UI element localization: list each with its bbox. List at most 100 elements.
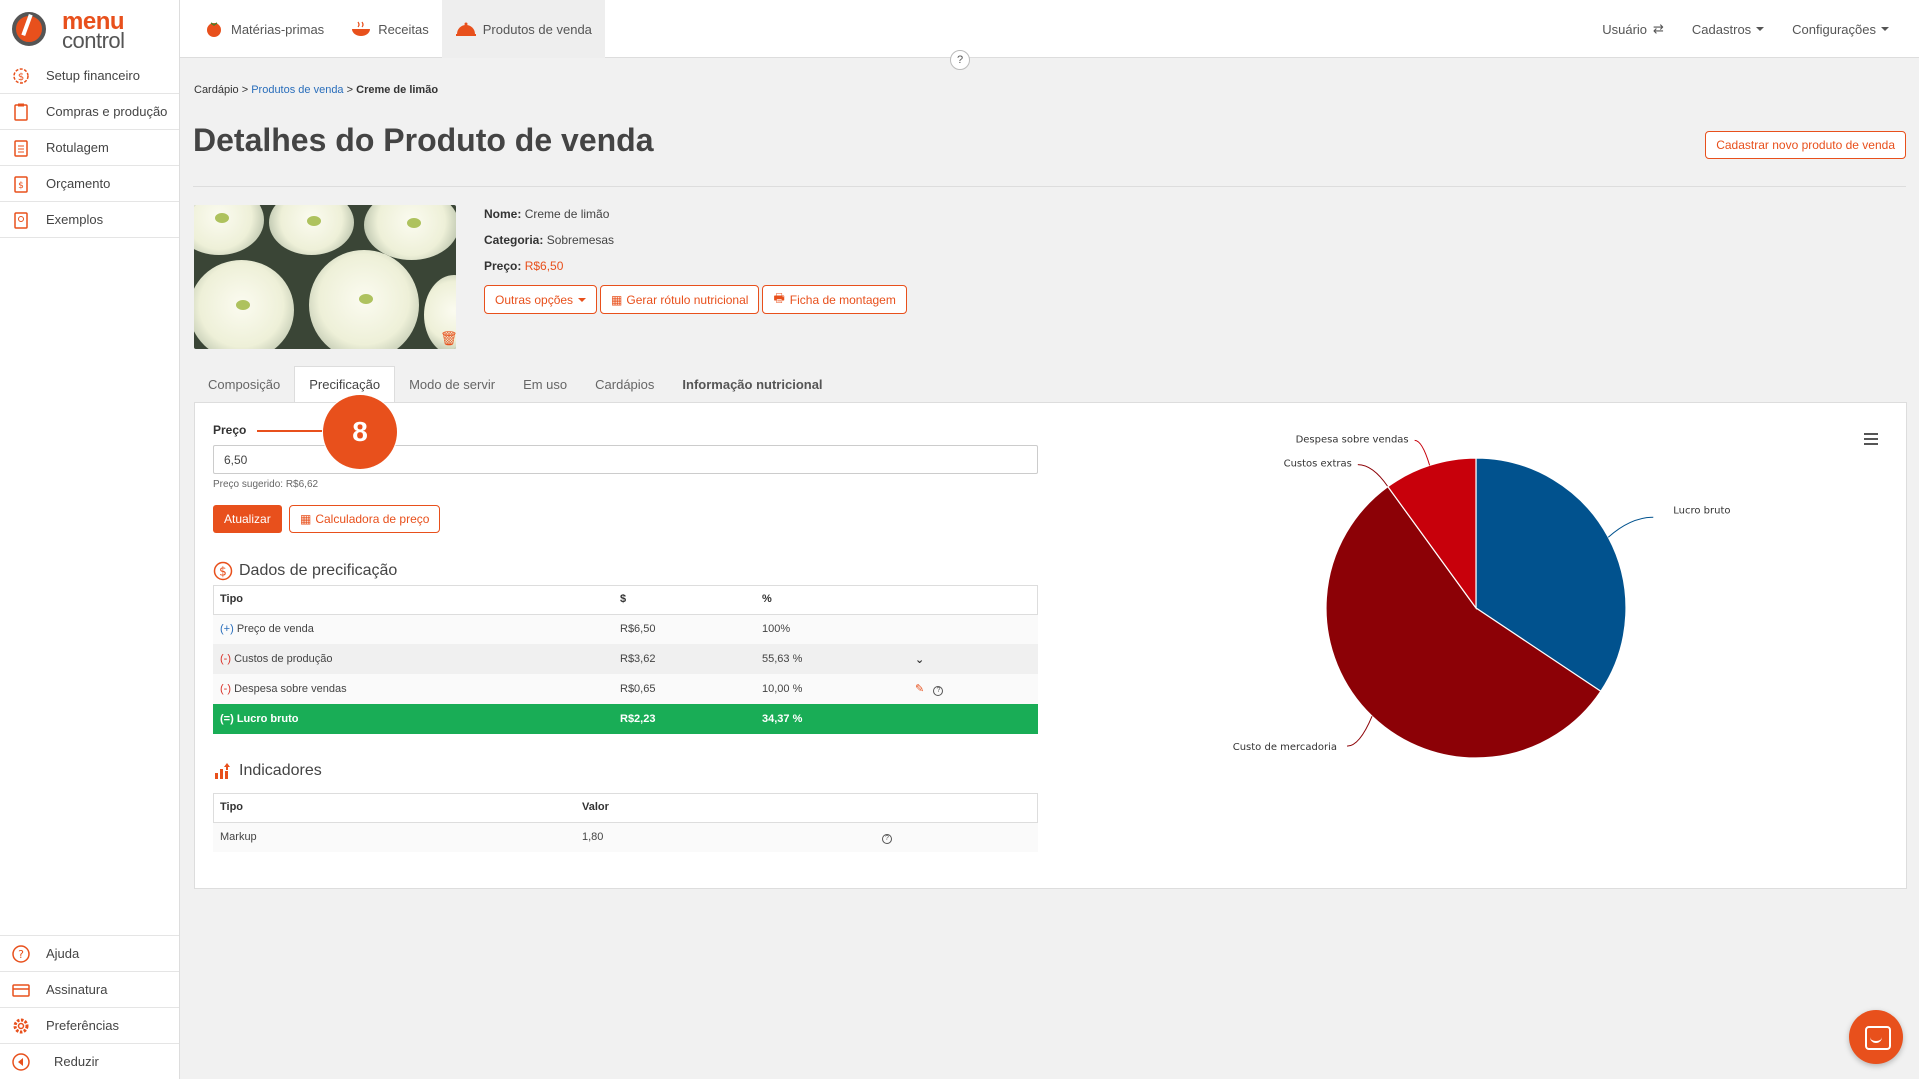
tab-cardapios[interactable]: Cardápios	[595, 376, 655, 392]
sidebar-nav: $ Setup financeiro Compras e produção Ro…	[0, 58, 179, 238]
update-button[interactable]: Atualizar	[213, 505, 282, 533]
info-icon[interactable]: ?	[882, 833, 892, 844]
row-value: R$2,23	[613, 704, 755, 734]
logo-text-control: control	[62, 28, 125, 53]
row-percent: 10,00 %	[755, 674, 905, 704]
row-value: R$3,62	[613, 644, 755, 674]
nutrition-label-button[interactable]: ▦ Gerar rótulo nutricional	[600, 285, 760, 314]
divider	[193, 186, 1906, 187]
price-field-label: Preço	[213, 423, 247, 437]
tab-informacao-nutricional[interactable]: Informação nutricional	[682, 376, 823, 392]
sidebar-item-assinatura[interactable]: Assinatura	[0, 971, 179, 1007]
logo[interactable]: menu control	[12, 8, 142, 53]
sidebar-item-compras[interactable]: Compras e produção	[0, 94, 179, 130]
topnav-item-label: Matérias-primas	[231, 21, 325, 37]
table-row-total: (=) Lucro bruto R$2,23 34,37 %	[213, 704, 1038, 734]
dollar-circle-icon: $	[213, 561, 233, 581]
row-sign: (=)	[220, 713, 234, 725]
user-menu-label: Usuário	[1602, 21, 1648, 37]
card-icon	[10, 979, 32, 1001]
budget-icon: $	[10, 173, 32, 195]
product-price-label: Preço:	[484, 259, 522, 273]
sidebar-item-label: Exemplos	[46, 212, 104, 227]
tab-precificacao[interactable]: Precificação	[294, 366, 396, 402]
more-options-label: Outras opções	[495, 292, 574, 307]
calculator-icon: ▦	[300, 512, 312, 526]
topnav-item-produtos-de-venda[interactable]: Produtos de venda	[441, 0, 605, 58]
product-name: Creme de limão	[524, 207, 610, 221]
row-value: R$6,50	[613, 614, 755, 644]
indicators-heading: Indicadores	[213, 761, 322, 781]
pricing-data-title: Dados de precificação	[239, 562, 398, 579]
table-row: Markup 1,80 ?	[213, 822, 1038, 852]
label-icon	[10, 137, 32, 159]
configuracoes-dropdown[interactable]: Configurações	[1778, 22, 1919, 37]
sidebar-item-rotulagem[interactable]: Rotulagem	[0, 130, 179, 166]
logo-icon	[12, 12, 46, 46]
sidebar-item-exemplos[interactable]: Exemplos	[0, 202, 179, 238]
chevron-down-icon[interactable]: ⌄	[915, 653, 925, 666]
row-sign: (-)	[220, 683, 231, 695]
sidebar-item-preferencias[interactable]: Preferências	[0, 1007, 179, 1043]
row-label: Custos de produção	[234, 653, 333, 665]
configuracoes-label: Configurações	[1792, 21, 1876, 37]
top-right-menu: Usuário ⇄ Cadastros Configurações	[1588, 0, 1919, 58]
logo-text-menu: menu	[62, 8, 125, 35]
svg-text:$: $	[18, 72, 24, 83]
new-product-button[interactable]: Cadastrar novo produto de venda	[1705, 131, 1906, 159]
sidebar-item-reduzir[interactable]: Reduzir	[0, 1043, 179, 1079]
price-calculator-button[interactable]: ▦ Calculadora de preço	[289, 505, 441, 533]
chat-button[interactable]	[1849, 1010, 1903, 1064]
chart-menu-icon[interactable]	[1864, 433, 1878, 448]
breadcrumb-root[interactable]: Cardápio	[194, 84, 239, 96]
help-button[interactable]: ?	[950, 50, 970, 70]
pie-label-connector	[1357, 464, 1389, 487]
cadastros-dropdown[interactable]: Cadastros	[1678, 22, 1778, 37]
row-label: Preço de venda	[236, 623, 314, 636]
edit-pencil-icon[interactable]: ✎	[915, 683, 925, 695]
row-sign: (+)	[220, 623, 234, 636]
top-nav: Matérias-primas Receitas Produtos de ven…	[180, 0, 605, 58]
svg-text:?: ?	[18, 948, 24, 961]
indicators-table: Tipo Valor Markup 1,80 ?	[213, 793, 1038, 852]
sidebar-item-label: Ajuda	[46, 946, 80, 961]
user-menu[interactable]: Usuário ⇄	[1588, 21, 1678, 37]
sidebar-item-label: Orçamento	[46, 176, 111, 191]
product-price: R$6,50	[524, 259, 564, 273]
topnav-item-materias-primas[interactable]: Matérias-primas	[190, 0, 337, 58]
sidebar-item-ajuda[interactable]: ? Ajuda	[0, 935, 179, 971]
nutrition-label-text: Gerar rótulo nutricional	[626, 292, 749, 307]
examples-icon	[10, 209, 32, 231]
tab-em-uso[interactable]: Em uso	[523, 376, 568, 392]
row-value: 1,80	[575, 822, 875, 852]
delete-image-icon[interactable]: 🗑	[440, 330, 458, 346]
pie-slice-label: Custos extras	[1284, 459, 1352, 470]
switch-user-icon: ⇄	[1653, 21, 1664, 36]
breadcrumb-parent-link[interactable]: Produtos de venda	[251, 84, 344, 96]
sidebar-item-label: Preferências	[46, 1018, 119, 1033]
pie-slice[interactable]	[1325, 485, 1602, 759]
sidebar-item-label: Rotulagem	[46, 140, 109, 155]
row-label: Despesa sobre vendas	[234, 683, 347, 695]
chart-up-icon	[213, 761, 233, 781]
more-options-button[interactable]: Outras opções	[484, 285, 598, 314]
step-connector	[257, 430, 327, 432]
sidebar-item-setup-financeiro[interactable]: $ Setup financeiro	[0, 58, 179, 94]
sidebar-item-orcamento[interactable]: $ Orçamento	[0, 166, 179, 202]
step-badge: 8	[323, 395, 397, 469]
pricing-table: Tipo $ % (+) Preço de venda R$6,50 100% …	[213, 585, 1038, 734]
assembly-sheet-button[interactable]: 🖶 Ficha de montagem	[762, 285, 907, 314]
tab-modo-de-servir[interactable]: Modo de servir	[409, 376, 496, 392]
column-header-actions	[905, 585, 1038, 615]
help-icon: ?	[10, 943, 32, 965]
assembly-sheet-text: Ficha de montagem	[789, 292, 896, 307]
info-icon[interactable]: ?	[933, 686, 944, 696]
cloche-icon	[455, 20, 477, 38]
pie-slice-label: Custo de mercadoria	[1233, 742, 1337, 753]
sidebar-item-label: Assinatura	[46, 982, 108, 997]
topnav-item-receitas[interactable]: Receitas	[337, 0, 442, 58]
tab-composicao[interactable]: Composição	[208, 376, 281, 392]
dollar-gear-icon: $	[10, 65, 32, 87]
svg-text:$: $	[219, 565, 227, 579]
table-row[interactable]: (-) Custos de produção R$3,62 55,63 % ⌄	[213, 644, 1038, 674]
